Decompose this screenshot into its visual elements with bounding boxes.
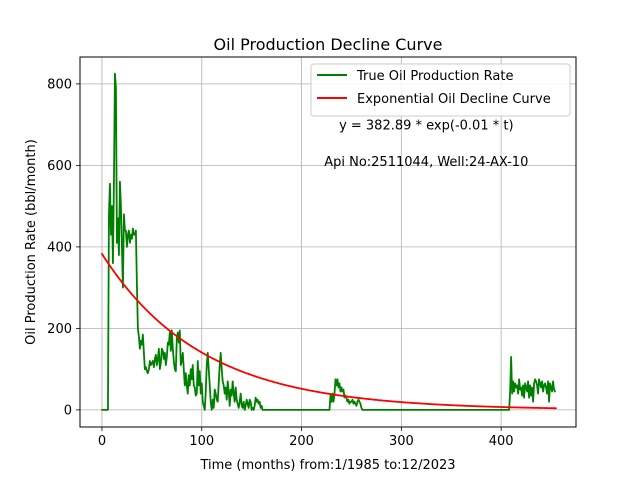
grid-layer <box>80 57 576 427</box>
annotation-0: y = 382.89 * exp(-0.01 * t) <box>339 119 513 134</box>
legend-label-true-oil-production-rate: True Oil Production Rate <box>356 69 513 84</box>
annotation-layer: y = 382.89 * exp(-0.01 * t) Api No:251104… <box>324 119 528 171</box>
x-tick-label: 200 <box>289 434 314 449</box>
x-tick-label: 300 <box>389 434 414 449</box>
y-tick-label: 200 <box>47 322 72 337</box>
x-axis-title: Time (months) from:1/1985 to:12/2023 <box>199 458 455 473</box>
x-tick-label: 0 <box>98 434 106 449</box>
series-line-exponential-oil-decline-curve <box>101 252 557 410</box>
series-layer <box>101 72 557 411</box>
annotation-1: Api No:2511044, Well:24-AX-10 <box>324 155 528 170</box>
plot-area-background <box>80 57 576 427</box>
y-tick-label: 800 <box>47 77 72 92</box>
legend-label-exponential-oil-decline-curve: Exponential Oil Decline Curve <box>357 92 551 107</box>
x-tick-label: 100 <box>189 434 214 449</box>
y-tick-label: 400 <box>47 240 72 255</box>
tick-layer: 0 100 200 300 400 0 200 400 600 800 <box>47 77 513 449</box>
x-tick-label: 400 <box>489 434 514 449</box>
plot-frame <box>79 56 577 428</box>
y-tick-label: 600 <box>47 159 72 174</box>
legend: True Oil Production Rate Exponential Oil… <box>310 63 571 117</box>
series-line-true-oil-production-rate <box>101 72 556 411</box>
legend-box <box>310 63 571 117</box>
y-axis-title: Oil Production Rate (bbl/month) <box>24 139 39 345</box>
y-tick-label: 0 <box>64 403 72 418</box>
chart-title: Oil Production Decline Curve <box>214 35 443 54</box>
